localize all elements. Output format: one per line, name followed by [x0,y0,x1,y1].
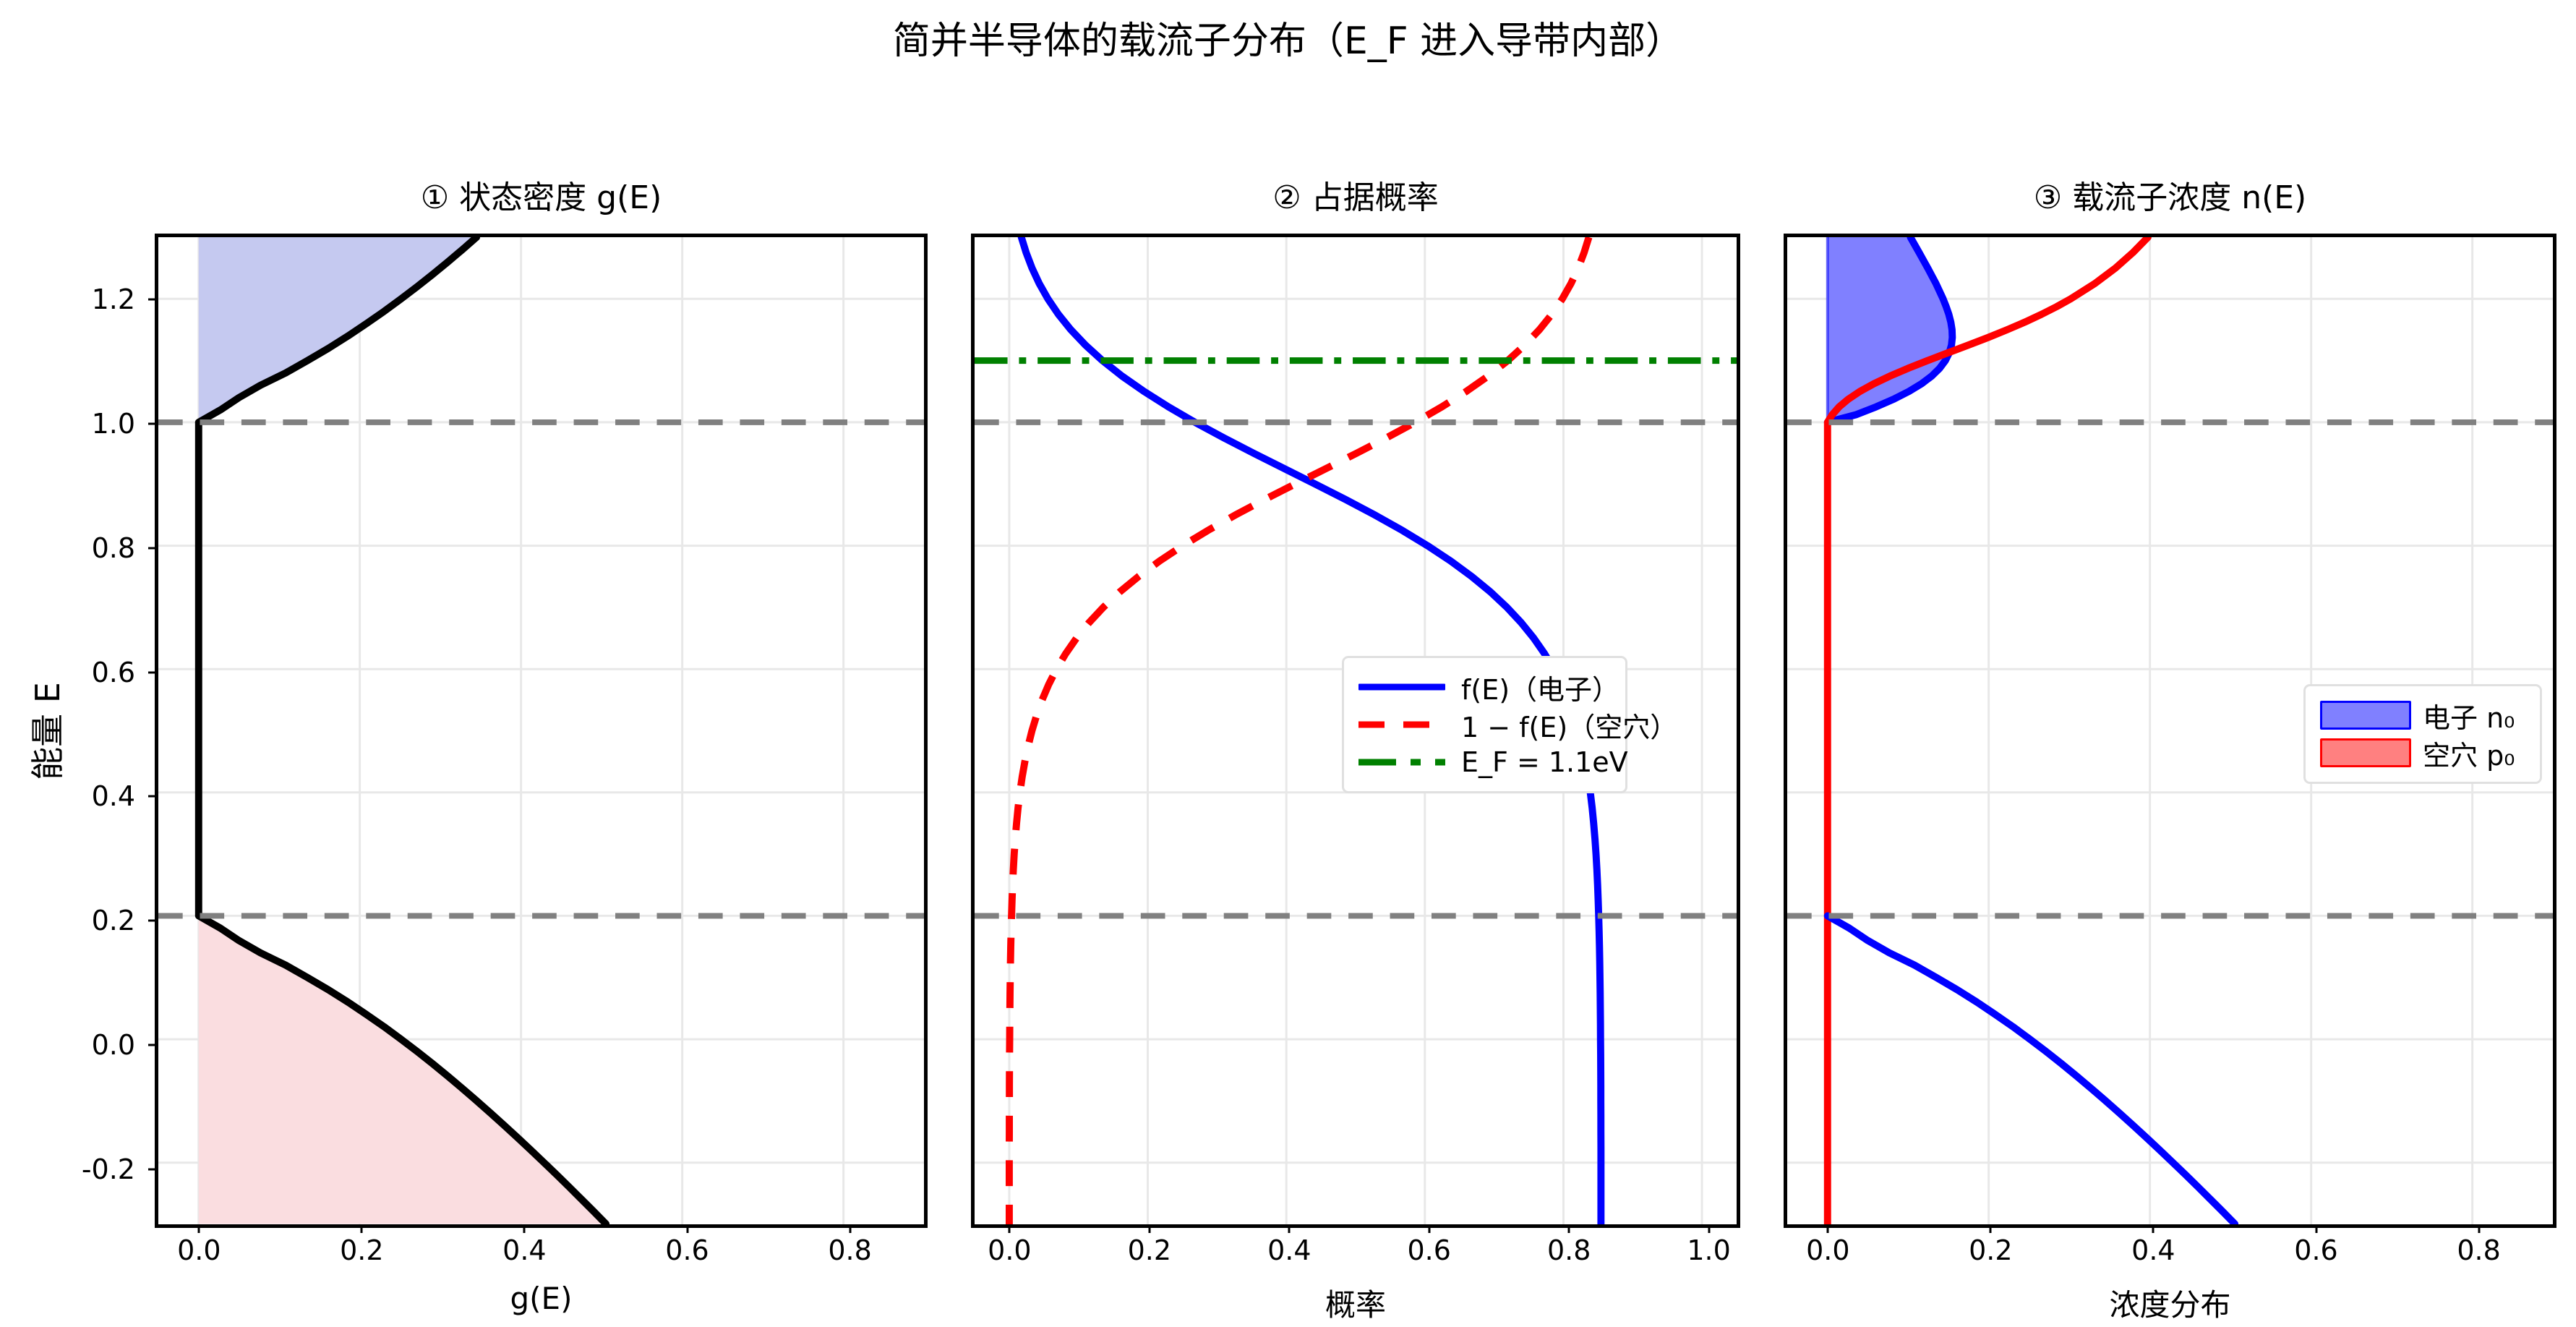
legend-item-hole-p0[interactable]: 空穴 p₀ [2320,734,2525,772]
x-tick-label: 0.0 [988,1234,1032,1266]
subplot-density-of-states: ① 状态密度 g(E) [28,179,928,1316]
conduction-band-fill [198,237,477,422]
y-tick-label: -0.2 [81,1153,135,1186]
subplot-2-x-ticks: 0.0 0.2 0.4 0.6 0.8 1.0 [975,1224,1737,1275]
subplot-1-axes: -0.2 0.0 0.2 0.4 0.6 0.8 1.0 1.2 能量 E 0.… [28,234,928,1316]
x-tick-label: 0.8 [1546,1234,1591,1266]
legend-item-fe-electron[interactable]: f(E)（电子） [1358,668,1619,706]
valence-electron-curve [1823,912,2239,1224]
legend-label: 1 − f(E)（空穴） [1461,711,1678,743]
subplot-3-x-label: 浓度分布 [2109,1287,2231,1323]
subplot-3-legend[interactable]: 电子 n₀ 空穴 p₀ [2303,684,2542,784]
legend-item-fermi-level[interactable]: E_F = 1.1eV [1358,743,1628,781]
legend-key-patch-blue [2320,701,2411,730]
legend-label: f(E)（电子） [1461,673,1620,706]
y-tick-label: 1.2 [91,283,135,315]
y-tick-label: 1.0 [91,407,135,440]
x-tick-label: 0.8 [2457,1234,2501,1266]
legend-key-patch-red [2320,738,2411,767]
valence-band-fill [198,916,607,1224]
subplot-3-axes: 0.0 0.2 0.4 0.6 0.8 浓度分布 [1784,234,2556,1323]
subplot-1-plot-area [158,237,924,1224]
legend-key-dashdot-green [1358,751,1445,773]
legend-label: 电子 n₀ [2423,701,2515,734]
legend-key-solid-blue [1358,676,1445,698]
x-tick-label: 0.0 [1806,1234,1850,1266]
y-axis-ticks: -0.2 0.0 0.2 0.4 0.6 0.8 1.0 1.2 [28,237,158,1224]
subplot-1-x-ticks: 0.0 0.2 0.4 0.6 0.8 [158,1224,924,1275]
y-tick-label: 0.0 [91,1029,135,1062]
x-tick-label: 0.4 [1267,1234,1311,1266]
y-axis-label: 能量 E [28,681,67,780]
x-tick-label: 0.2 [1969,1234,2013,1266]
legend-key-dashed-red [1358,714,1445,735]
x-tick-label: 0.2 [1127,1234,1172,1266]
x-tick-label: 0.4 [2131,1234,2175,1266]
x-tick-label: 1.0 [1687,1234,1731,1266]
y-tick-label: 0.6 [91,656,135,688]
x-tick-label: 0.4 [502,1234,547,1266]
subplot-3-title: ③ 载流子浓度 n(E) [2033,179,2307,216]
subplot-2-legend[interactable]: f(E)（电子） 1 − f(E)（空穴） E_F = 1.1eV [1342,656,1677,793]
y-tick-label: 0.8 [91,532,135,564]
subplot-1-x-label: g(E) [510,1281,573,1316]
subplot-3-x-ticks: 0.0 0.2 0.4 0.6 0.8 [1787,1224,2553,1275]
hole-concentration-curve [1823,237,2152,1224]
electron-concentration-curve [1823,237,1956,426]
legend-item-electron-n0[interactable]: 电子 n₀ [2320,696,2525,734]
x-tick-label: 0.6 [2294,1234,2338,1266]
subplot-2-x-label: 概率 [1325,1287,1386,1323]
legend-label: E_F = 1.1eV [1461,746,1628,778]
subplot-2-title: ② 占据概率 [1272,179,1439,216]
y-tick-label: 0.2 [91,905,135,937]
legend-item-hole[interactable]: 1 − f(E)（空穴） [1358,706,1677,743]
conduction-dos-curve [194,237,481,426]
x-tick-label: 0.0 [177,1234,221,1266]
valence-dos-curve [194,912,610,1224]
figure-title: 简并半导体的载流子分布（E_F 进入导带内部） [892,20,1684,63]
subplot-1-title: ① 状态密度 g(E) [420,179,662,216]
x-tick-label: 0.6 [665,1234,709,1266]
x-tick-label: 0.6 [1407,1234,1451,1266]
subplot-3-plot-area [1787,237,2553,1224]
subplot-carrier-concentration: ③ 载流子浓度 n(E) [1784,179,2556,1323]
x-tick-label: 0.2 [340,1234,384,1266]
x-tick-label: 0.8 [828,1234,872,1266]
y-tick-label: 0.4 [91,780,135,813]
legend-label: 空穴 p₀ [2423,739,2515,772]
electron-concentration-fill [1827,237,1953,422]
